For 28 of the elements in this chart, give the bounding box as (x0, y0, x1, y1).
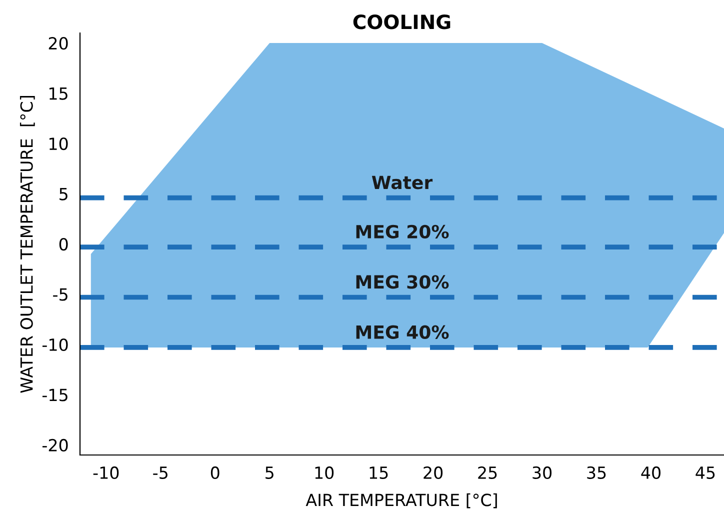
ref-line-label: MEG 30% (356, 275, 449, 289)
x-tick-label: -10 (93, 466, 119, 480)
y-tick-label: -5 (53, 288, 68, 301)
y-tick-label: 0 (59, 238, 68, 251)
x-tick-label: 45 (696, 466, 715, 480)
y-axis-title: WATER OUTLET TEMPERATURE [°C] (20, 96, 35, 393)
x-tick-label: 15 (370, 466, 388, 480)
ref-line-label: MEG 20% (356, 224, 449, 238)
y-tick-label: -20 (42, 438, 68, 452)
x-tick-label: 10 (315, 466, 334, 480)
x-tick-label: 25 (478, 466, 497, 480)
y-tick-label: -15 (42, 388, 68, 402)
x-tick-label: 20 (424, 466, 443, 480)
y-tick-label: -10 (42, 338, 68, 352)
chart-title: COOLING (353, 14, 450, 30)
x-axis-title: AIR TEMPERATURE [°C] (306, 493, 497, 508)
y-tick-label: 10 (50, 137, 68, 150)
ref-line-label: MEG 40% (356, 325, 449, 339)
x-tick-label: 5 (266, 466, 274, 480)
ref-line-label: Water (372, 176, 433, 190)
y-tick-label: 15 (50, 87, 68, 100)
x-tick-label: 40 (641, 466, 660, 480)
x-tick-label: -5 (153, 466, 168, 480)
x-tick-label: 30 (532, 466, 552, 480)
x-tick-label: 0 (210, 466, 220, 480)
y-tick-label: 5 (60, 188, 68, 200)
x-tick-label: 35 (587, 466, 606, 480)
y-tick-label: 20 (48, 37, 68, 50)
